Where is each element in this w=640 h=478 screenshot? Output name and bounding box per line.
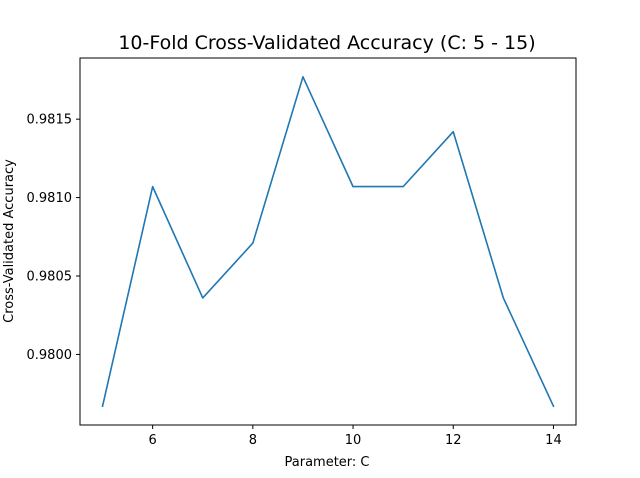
x-axis: 6 8 10 12 14 (149, 425, 562, 448)
series-line-0 (101, 76, 555, 408)
x-tick-label: 10 (345, 433, 362, 448)
x-tick-label: 8 (249, 433, 257, 448)
y-tick-label: 0.9815 (27, 113, 73, 128)
y-tick-label: 0.9800 (27, 348, 73, 363)
x-tick-label: 14 (545, 433, 562, 448)
x-tick-label: 12 (445, 433, 462, 448)
y-tick-label: 0.9805 (27, 270, 73, 285)
x-tick-label: 6 (149, 433, 157, 448)
y-tick-label: 0.9810 (27, 191, 73, 206)
x-axis-label: Parameter: C (285, 455, 370, 470)
chart-title: 10-Fold Cross-Validated Accuracy (C: 5 -… (118, 32, 535, 54)
y-axis: 0.9800 0.9805 0.9810 0.9815 (27, 113, 80, 363)
y-axis-label: Cross-Validated Accuracy (2, 159, 17, 323)
plot-area (79, 57, 577, 426)
plot-frame (79, 57, 577, 426)
